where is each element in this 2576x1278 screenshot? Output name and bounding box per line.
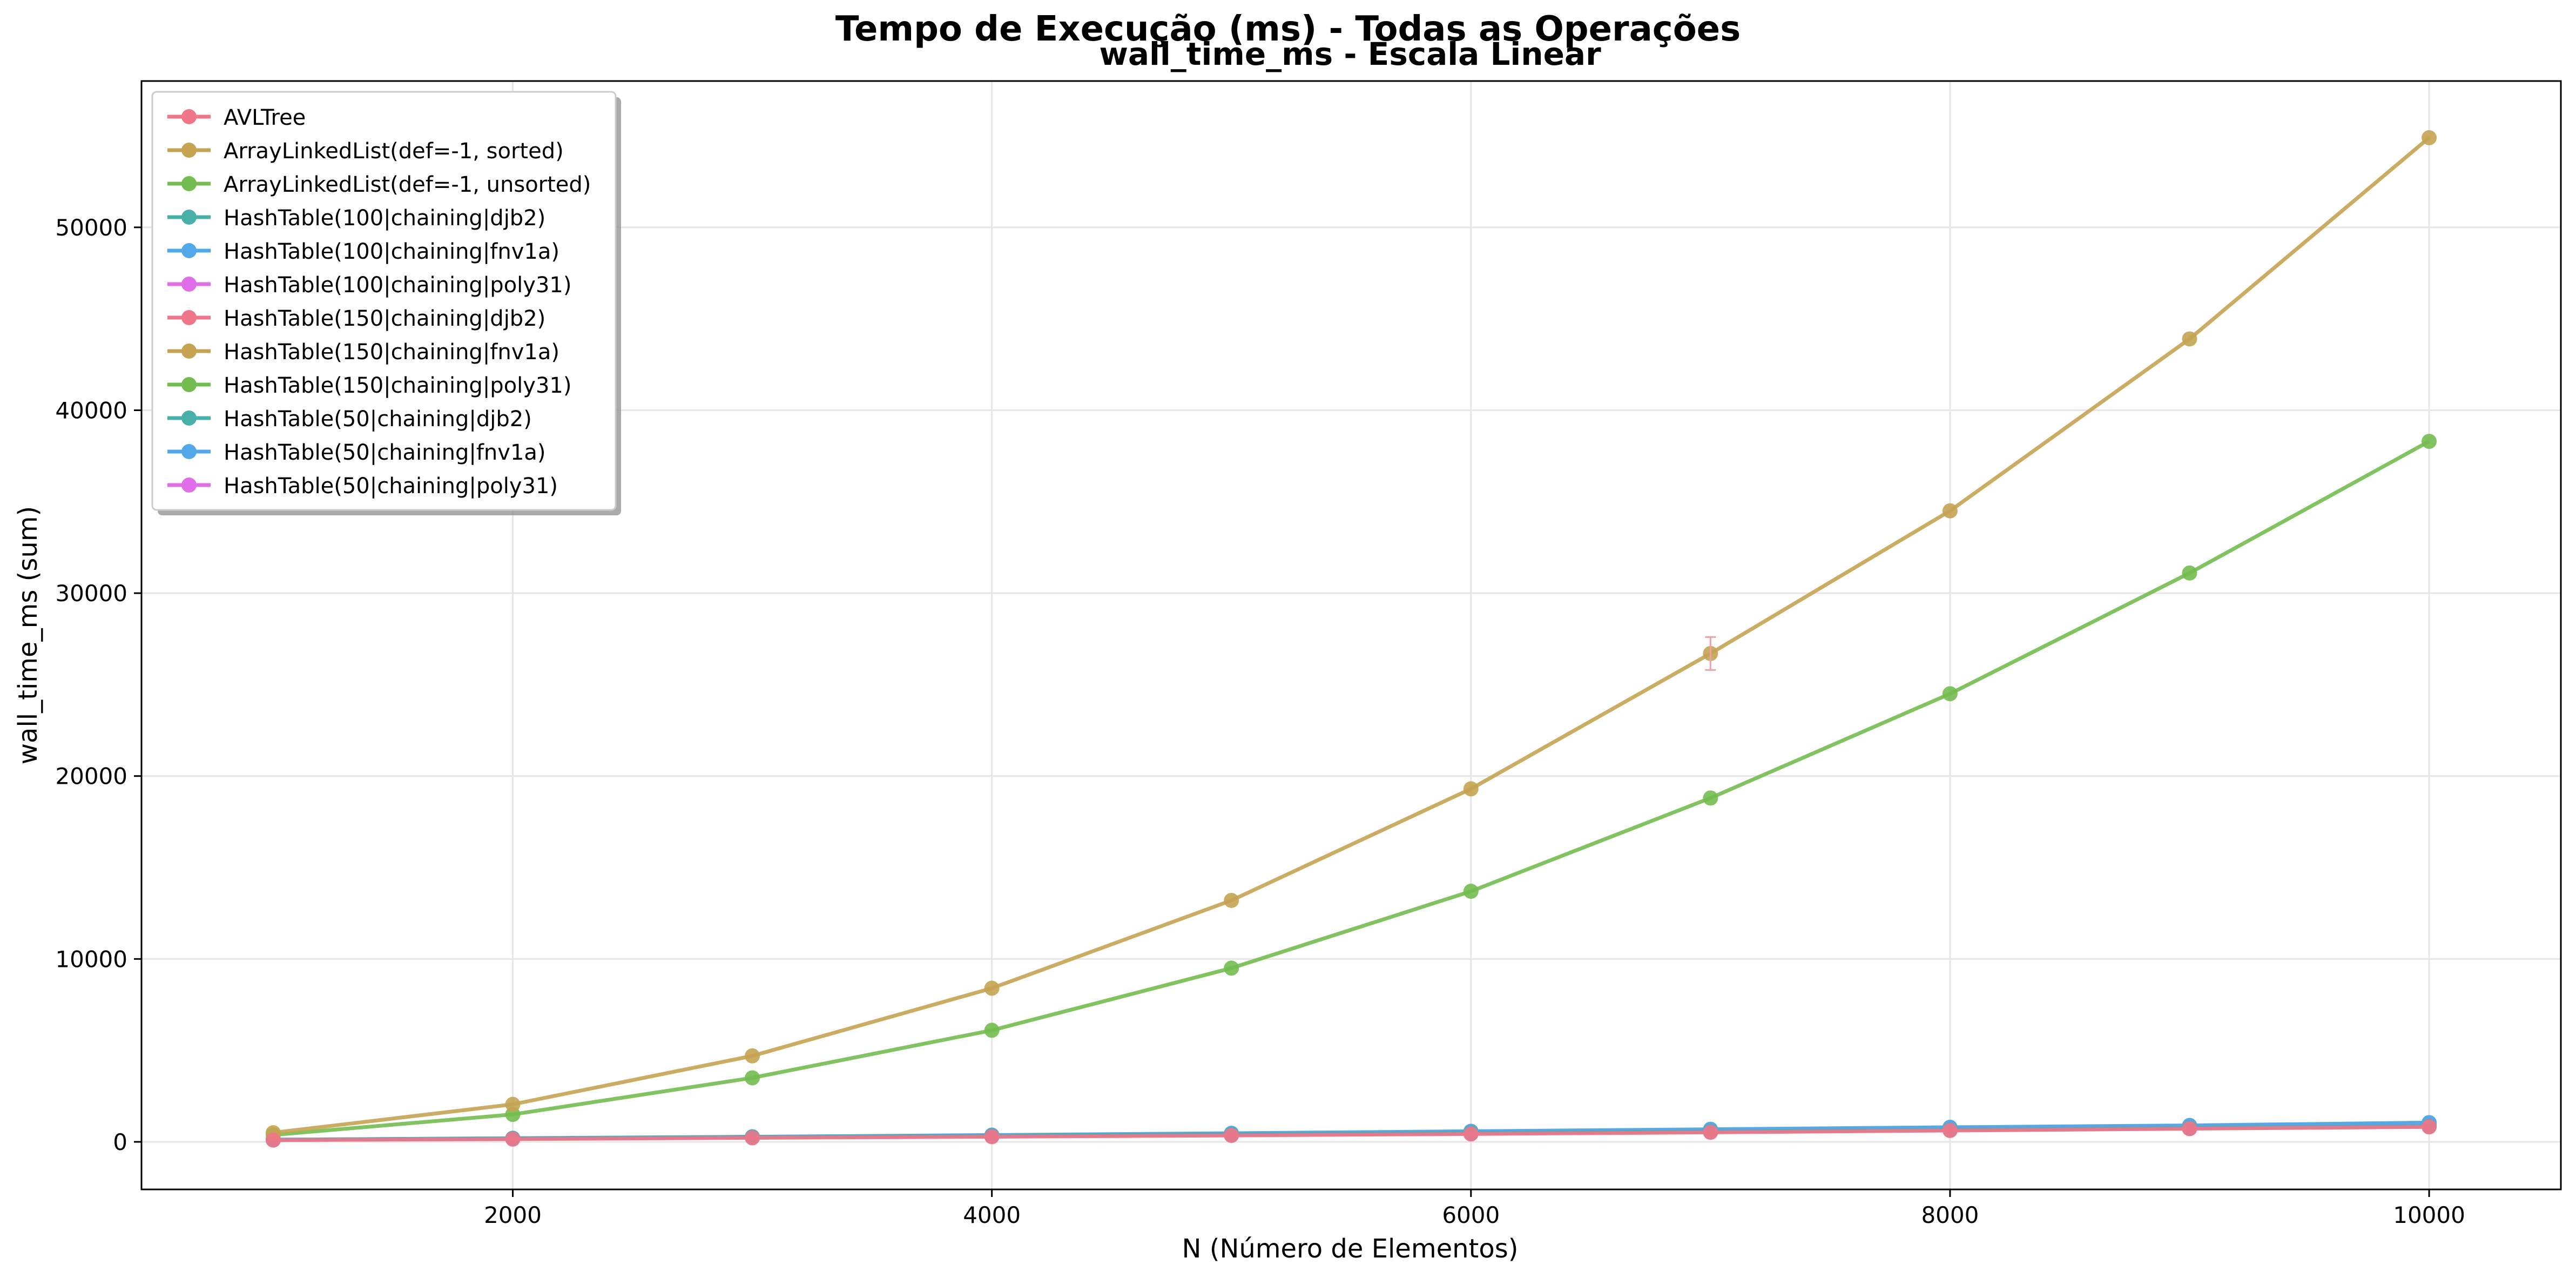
- legend-label: HashTable(150|chaining|fnv1a): [224, 340, 559, 365]
- legend-label: HashTable(50|chaining|poly31): [224, 474, 558, 499]
- legend-marker: [181, 377, 197, 392]
- legend-marker: [181, 210, 197, 225]
- data-point: [1703, 790, 1718, 806]
- data-point: [1224, 960, 1239, 976]
- series-avltree: [265, 1119, 2437, 1148]
- data-point: [2182, 565, 2197, 581]
- legend-entry: HashTable(50|chaining|poly31): [167, 474, 558, 499]
- x-tick-label: 2000: [484, 1202, 542, 1228]
- y-tick-label: 40000: [55, 398, 127, 424]
- data-point: [1224, 892, 1239, 908]
- data-point: [1703, 1125, 1718, 1140]
- data-point: [1942, 503, 1958, 519]
- data-point: [2422, 434, 2437, 449]
- legend-box: [151, 91, 617, 511]
- legend: AVLTree ArrayLinkedList(def=-1, sorted) Ar…: [151, 91, 621, 515]
- legend-marker: [181, 277, 197, 292]
- legend-entry: HashTable(100|chaining|fnv1a): [167, 239, 559, 264]
- legend-marker: [181, 176, 197, 191]
- x-tick-label: 6000: [1442, 1202, 1500, 1228]
- y-tick-label: 0: [113, 1129, 127, 1155]
- data-point: [2422, 130, 2437, 145]
- data-point: [1942, 686, 1958, 702]
- legend-label: ArrayLinkedList(def=-1, sorted): [224, 139, 564, 164]
- legend-marker: [181, 243, 197, 258]
- legend-entry: ArrayLinkedList(def=-1, sorted): [167, 139, 564, 164]
- axis-ticks: 2000 4000 6000 8000 10000 0 10000 20000 30000 400…: [55, 214, 2465, 1228]
- legend-label: AVLTree: [224, 105, 306, 130]
- legend-marker: [181, 310, 197, 325]
- legend-label: HashTable(100|chaining|poly31): [224, 273, 571, 298]
- data-point: [2182, 1121, 2197, 1136]
- plot-frame: [140, 80, 2562, 1190]
- series-line: [273, 440, 2430, 1137]
- data-point: [1942, 1122, 1958, 1138]
- legend-entry: HashTable(100|chaining|djb2): [167, 206, 545, 231]
- legend-entry: ArrayLinkedList(def=-1, unsorted): [167, 172, 591, 197]
- legend-label: HashTable(100|chaining|djb2): [224, 206, 545, 231]
- legend-marker: [181, 344, 197, 359]
- chart-suptitle: Tempo de Execução (ms) - Todas as Operaç…: [835, 9, 1741, 49]
- legend-entry: HashTable(100|chaining|poly31): [167, 273, 571, 298]
- y-tick-label: 50000: [55, 214, 127, 241]
- legend-marker: [181, 477, 197, 493]
- legend-label: HashTable(100|chaining|fnv1a): [224, 239, 559, 264]
- legend-entry: HashTable(50|chaining|fnv1a): [167, 440, 546, 465]
- data-point: [745, 1070, 760, 1086]
- data-point: [2182, 331, 2197, 347]
- x-tick-label: 10000: [2393, 1202, 2465, 1228]
- legend-entry: HashTable(150|chaining|poly31): [167, 373, 571, 398]
- legend-entry: HashTable(50|chaining|djb2): [167, 407, 532, 432]
- data-point: [1463, 1126, 1479, 1142]
- legend-marker: [181, 444, 197, 459]
- error-bar: [1705, 636, 1716, 671]
- legend-marker: [181, 109, 197, 124]
- data-point: [984, 1023, 1000, 1038]
- legend-entry: HashTable(150|chaining|djb2): [167, 306, 545, 331]
- legend-label: HashTable(50|chaining|fnv1a): [224, 440, 546, 465]
- legend-entry: AVLTree: [167, 105, 306, 130]
- data-point: [1463, 781, 1479, 797]
- data-point: [984, 980, 1000, 996]
- grid-lines: [141, 81, 2561, 1189]
- data-point: [1224, 1128, 1239, 1144]
- y-tick-label: 30000: [55, 580, 127, 607]
- x-axis-label: N (Número de Elementos): [1182, 1234, 1519, 1264]
- legend-marker: [181, 411, 197, 426]
- series-line: [273, 1125, 2430, 1142]
- series-line: [273, 136, 2431, 1135]
- legend-label: HashTable(150|chaining|djb2): [224, 306, 545, 331]
- data-point: [505, 1097, 521, 1112]
- data-point: [505, 1131, 521, 1147]
- y-tick-label: 20000: [55, 763, 127, 790]
- legend-label: HashTable(150|chaining|poly31): [224, 373, 571, 398]
- x-tick-label: 4000: [963, 1202, 1021, 1228]
- data-point: [984, 1129, 1000, 1145]
- data-point: [745, 1048, 760, 1064]
- y-axis-label: wall_time_ms (sum): [13, 506, 43, 764]
- legend-marker: [181, 143, 197, 158]
- legend-label: HashTable(50|chaining|djb2): [224, 407, 532, 432]
- chart-title: wall_time_ms - Escala Linear: [1099, 36, 1601, 72]
- data-point: [1463, 884, 1479, 899]
- legend-entry: HashTable(150|chaining|fnv1a): [167, 340, 559, 365]
- data-point: [265, 1132, 281, 1148]
- y-tick-label: 10000: [55, 946, 127, 972]
- series-layer: [265, 130, 2437, 1148]
- legend-label: ArrayLinkedList(def=-1, unsorted): [224, 172, 591, 197]
- x-tick-label: 8000: [1921, 1202, 1979, 1228]
- data-point: [2422, 1119, 2437, 1135]
- data-point: [745, 1130, 760, 1146]
